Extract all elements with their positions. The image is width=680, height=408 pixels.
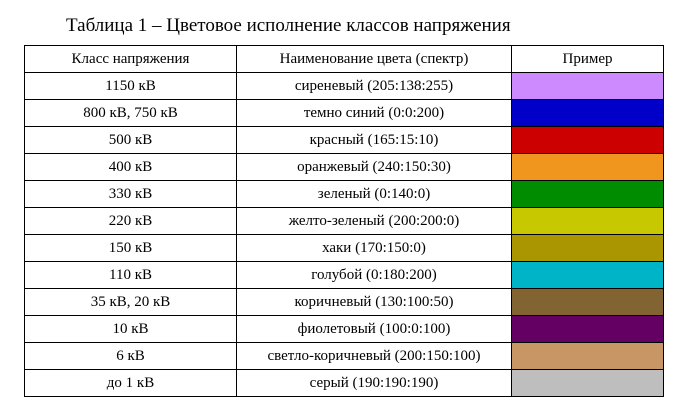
table-row: 6 кВ светло-коричневый (200:150:100) bbox=[24, 342, 664, 370]
table-row: 35 кВ, 20 кВ коричневый (130:100:50) bbox=[24, 288, 664, 316]
header-voltage-class: Класс напряжения bbox=[24, 45, 237, 73]
color-swatch bbox=[512, 154, 663, 180]
voltage-class-cell: 330 кВ bbox=[24, 180, 237, 208]
color-swatch bbox=[512, 262, 663, 288]
color-name-cell: голубой (0:180:200) bbox=[236, 261, 512, 289]
voltage-class-cell: 35 кВ, 20 кВ bbox=[24, 288, 237, 316]
voltage-class-cell: 500 кВ bbox=[24, 126, 237, 154]
color-swatch-cell bbox=[511, 72, 664, 100]
table-row: 400 кВ оранжевый (240:150:30) bbox=[24, 153, 664, 181]
voltage-class-cell: до 1 кВ bbox=[24, 369, 237, 397]
color-name-cell: зеленый (0:140:0) bbox=[236, 180, 512, 208]
table-row: 1150 кВ сиреневый (205:138:255) bbox=[24, 72, 664, 100]
table-body: 1150 кВ сиреневый (205:138:255) 800 кВ, 75… bbox=[24, 72, 664, 397]
table-header-row: Класс напряжения Наименование цвета (спе… bbox=[24, 45, 664, 73]
color-swatch bbox=[512, 343, 663, 369]
voltage-class-cell: 400 кВ bbox=[24, 153, 237, 181]
voltage-class-cell: 150 кВ bbox=[24, 234, 237, 262]
voltage-class-cell: 110 кВ bbox=[24, 261, 237, 289]
table-caption: Таблица 1 – Цветовое исполнение классов … bbox=[66, 15, 511, 36]
table-row: 800 кВ, 750 кВ темно синий (0:0:200) bbox=[24, 99, 664, 127]
color-name-cell: желто-зеленый (200:200:0) bbox=[236, 207, 512, 235]
table-row: 150 кВ хаки (170:150:0) bbox=[24, 234, 664, 262]
color-name-cell: коричневый (130:100:50) bbox=[236, 288, 512, 316]
color-swatch bbox=[512, 181, 663, 207]
header-example: Пример bbox=[511, 45, 664, 73]
color-swatch bbox=[512, 235, 663, 261]
color-name-cell: сиреневый (205:138:255) bbox=[236, 72, 512, 100]
color-swatch-cell bbox=[511, 126, 664, 154]
table-row: до 1 кВ серый (190:190:190) bbox=[24, 369, 664, 397]
color-name-cell: оранжевый (240:150:30) bbox=[236, 153, 512, 181]
color-swatch-cell bbox=[511, 288, 664, 316]
color-swatch bbox=[512, 289, 663, 315]
color-name-cell: темно синий (0:0:200) bbox=[236, 99, 512, 127]
table-row: 220 кВ желто-зеленый (200:200:0) bbox=[24, 207, 664, 235]
color-swatch-cell bbox=[511, 234, 664, 262]
voltage-class-cell: 6 кВ bbox=[24, 342, 237, 370]
color-swatch-cell bbox=[511, 261, 664, 289]
color-swatch bbox=[512, 127, 663, 153]
color-name-cell: серый (190:190:190) bbox=[236, 369, 512, 397]
color-swatch-cell bbox=[511, 369, 664, 397]
table-row: 110 кВ голубой (0:180:200) bbox=[24, 261, 664, 289]
color-swatch bbox=[512, 100, 663, 126]
color-name-cell: красный (165:15:10) bbox=[236, 126, 512, 154]
color-swatch bbox=[512, 370, 663, 396]
color-swatch bbox=[512, 208, 663, 234]
color-swatch-cell bbox=[511, 180, 664, 208]
color-name-cell: хаки (170:150:0) bbox=[236, 234, 512, 262]
color-swatch bbox=[512, 73, 663, 99]
color-name-cell: фиолетовый (100:0:100) bbox=[236, 315, 512, 343]
color-swatch-cell bbox=[511, 99, 664, 127]
header-color-name: Наименование цвета (спектр) bbox=[236, 45, 512, 73]
voltage-class-cell: 1150 кВ bbox=[24, 72, 237, 100]
table-row: 500 кВ красный (165:15:10) bbox=[24, 126, 664, 154]
voltage-class-cell: 220 кВ bbox=[24, 207, 237, 235]
voltage-class-cell: 10 кВ bbox=[24, 315, 237, 343]
color-swatch-cell bbox=[511, 342, 664, 370]
table-row: 330 кВ зеленый (0:140:0) bbox=[24, 180, 664, 208]
color-name-cell: светло-коричневый (200:150:100) bbox=[236, 342, 512, 370]
color-swatch bbox=[512, 316, 663, 342]
voltage-class-cell: 800 кВ, 750 кВ bbox=[24, 99, 237, 127]
table-row: 10 кВ фиолетовый (100:0:100) bbox=[24, 315, 664, 343]
color-swatch-cell bbox=[511, 315, 664, 343]
color-swatch-cell bbox=[511, 153, 664, 181]
color-swatch-cell bbox=[511, 207, 664, 235]
voltage-color-table: Класс напряжения Наименование цвета (спе… bbox=[24, 45, 664, 397]
